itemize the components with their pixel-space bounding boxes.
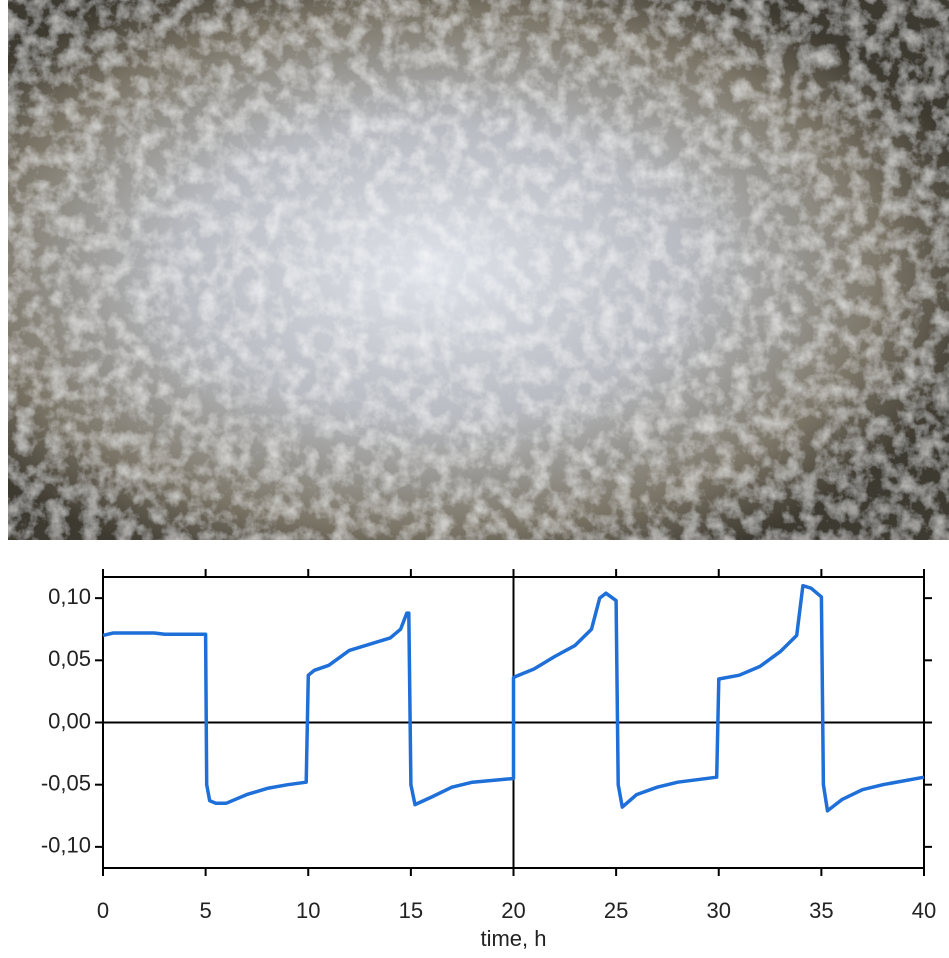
chart: 0 5 10 15 20 25 30 35 40 -0,10 -0,05 0,00 0,05 0,10 ti… [41, 569, 936, 951]
x-tick-label: 25 [604, 898, 628, 923]
x-tick-label: 20 [501, 898, 525, 923]
x-tick-label: 30 [707, 898, 731, 923]
data-line [102, 583, 925, 813]
y-tick-label: -0,10 [41, 833, 91, 858]
y-tick-label: 0,10 [48, 584, 91, 609]
x-axis-label: time, h [480, 926, 546, 951]
x-tick-label: 5 [200, 898, 212, 923]
y-tick-label: 0,05 [48, 646, 91, 671]
x-tick-label: 10 [296, 898, 320, 923]
x-tick-label: 0 [97, 898, 109, 923]
y-tick-label: 0,00 [48, 708, 91, 733]
x-tick-label: 35 [809, 898, 833, 923]
y-tick-label: -0,05 [41, 770, 91, 795]
photo [8, 0, 949, 540]
x-tick-label: 40 [912, 898, 936, 923]
x-tick-label: 15 [399, 898, 423, 923]
